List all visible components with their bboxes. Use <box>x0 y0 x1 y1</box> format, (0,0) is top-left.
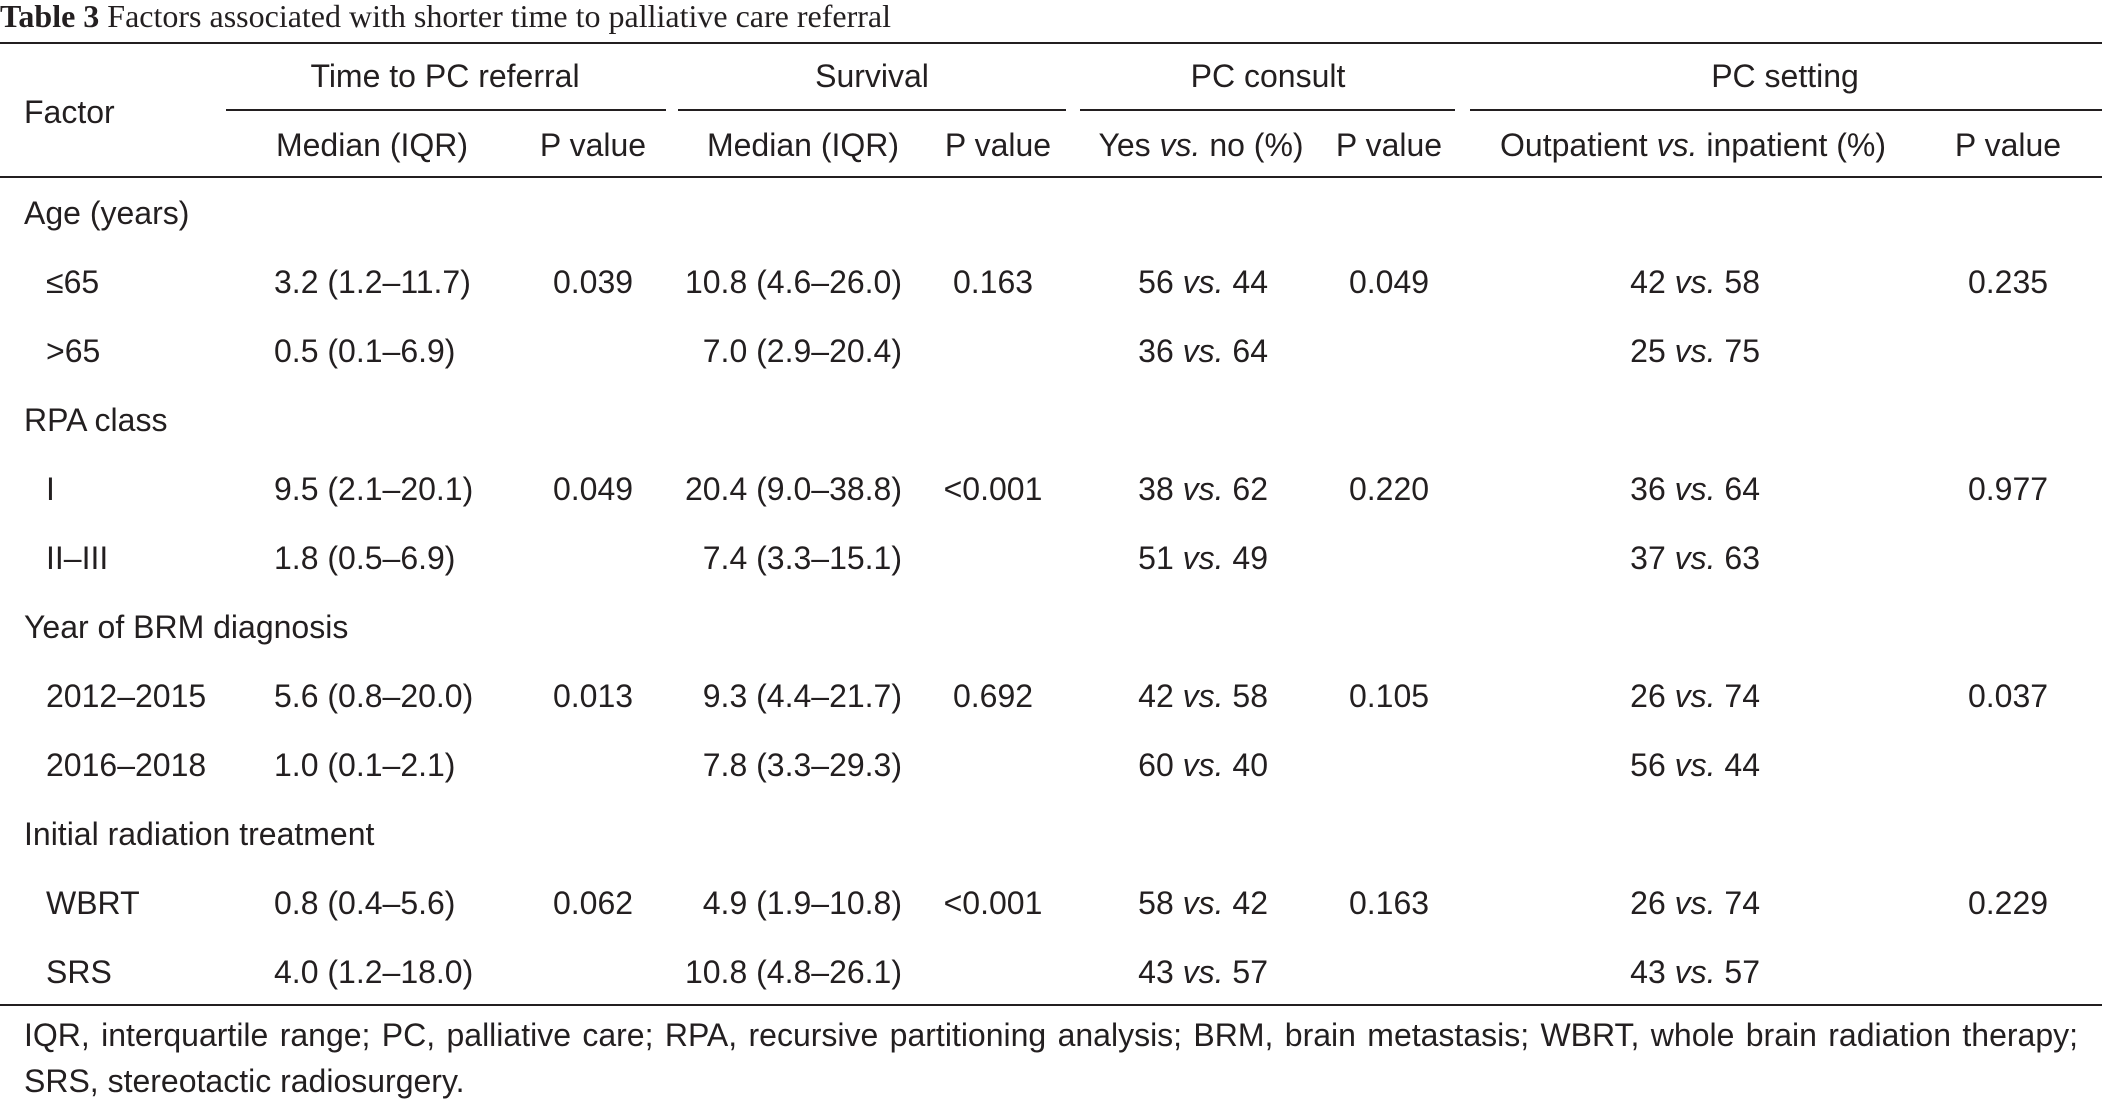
consult-p-value: 0.105 <box>1348 678 1430 714</box>
consult-p-value: 0.220 <box>1348 471 1430 507</box>
row-factor: ≤65 <box>46 264 100 300</box>
consult-yes-vs-no: 38 vs. 62 <box>1138 471 1268 507</box>
consult-yes-vs-no: 36 vs. 64 <box>1138 333 1268 369</box>
pc-time-median: 4.0 (1.2–18.0) <box>274 954 474 990</box>
caption-label: Table 3 <box>0 0 100 34</box>
row-factor: II–III <box>46 540 109 576</box>
survival-median: 10.8 (4.8–26.1) <box>684 954 902 990</box>
group-label: Year of BRM diagnosis <box>24 609 349 645</box>
table-footnote: IQR, interquartile range; PC, palliative… <box>24 1017 2078 1099</box>
setting-out-vs-in: 43 vs. 57 <box>1630 954 1760 990</box>
group-underline-survival <box>678 109 1066 111</box>
consult-yes-vs-no: 58 vs. 42 <box>1138 885 1268 921</box>
subheader-median-iqr-1: Median (IQR) <box>275 127 469 163</box>
pc-time-median: 3.2 (1.2–11.7) <box>274 264 471 300</box>
consult-yes-vs-no: 42 vs. 58 <box>1138 678 1268 714</box>
group-label: RPA class <box>24 402 168 438</box>
table-top-rule <box>0 42 2102 44</box>
survival-median: 7.8 (3.3–29.3) <box>702 747 902 783</box>
pc-time-p-value: 0.049 <box>552 471 634 507</box>
setting-p-value: 0.977 <box>1967 471 2049 507</box>
pc-time-median: 1.8 (0.5–6.9) <box>274 540 456 576</box>
row-factor: 2012–2015 <box>46 678 207 714</box>
survival-p-value: <0.001 <box>943 885 1043 921</box>
survival-median: 9.3 (4.4–21.7) <box>702 678 902 714</box>
group-underline-setting <box>1470 109 2102 111</box>
row-factor: >65 <box>46 333 101 369</box>
survival-median: 7.4 (3.3–15.1) <box>702 540 902 576</box>
subheader-p-value-3: P value <box>1335 127 1443 163</box>
table-bottom-rule <box>0 1004 2102 1006</box>
setting-out-vs-in: 25 vs. 75 <box>1630 333 1760 369</box>
pc-time-median: 9.5 (2.1–20.1) <box>274 471 474 507</box>
subheader-median-iqr-2: Median (IQR) <box>706 127 900 163</box>
consult-p-value: 0.163 <box>1348 885 1430 921</box>
consult-yes-vs-no: 43 vs. 57 <box>1138 954 1268 990</box>
pc-time-p-value: 0.013 <box>552 678 634 714</box>
subheader-p-value-2: P value <box>944 127 1052 163</box>
table-caption: Table 3 Factors associated with shorter … <box>0 0 891 36</box>
setting-p-value: 0.229 <box>1967 885 2049 921</box>
pc-time-median: 0.8 (0.4–5.6) <box>274 885 456 921</box>
consult-yes-vs-no: 51 vs. 49 <box>1138 540 1268 576</box>
pc-time-median: 1.0 (0.1–2.1) <box>274 747 456 783</box>
row-factor: I <box>46 471 55 507</box>
subheader-p-value-1: P value <box>539 127 647 163</box>
consult-yes-vs-no: 60 vs. 40 <box>1138 747 1268 783</box>
subheader-p-value-4: P value <box>1954 127 2062 163</box>
header-bottom-rule <box>0 176 2102 178</box>
setting-out-vs-in: 56 vs. 44 <box>1630 747 1760 783</box>
consult-p-value: 0.049 <box>1348 264 1430 300</box>
group-label: Initial radiation treatment <box>24 816 375 852</box>
survival-median: 4.9 (1.9–10.8) <box>702 885 902 921</box>
row-factor: WBRT <box>46 885 140 921</box>
setting-out-vs-in: 42 vs. 58 <box>1630 264 1760 300</box>
survival-p-value: <0.001 <box>943 471 1043 507</box>
group-label: Age (years) <box>24 195 190 231</box>
setting-out-vs-in: 36 vs. 64 <box>1630 471 1760 507</box>
group-header-pc-setting: PC setting <box>1711 58 1859 94</box>
survival-median: 20.4 (9.0–38.8) <box>684 471 902 507</box>
group-header-time-to-pc-referral: Time to PC referral <box>310 58 580 94</box>
setting-p-value: 0.037 <box>1967 678 2049 714</box>
group-underline-consult <box>1080 109 1455 111</box>
pc-time-median: 0.5 (0.1–6.9) <box>274 333 456 369</box>
setting-out-vs-in: 26 vs. 74 <box>1630 678 1760 714</box>
setting-out-vs-in: 37 vs. 63 <box>1630 540 1760 576</box>
group-header-survival: Survival <box>815 58 929 94</box>
group-underline-time <box>226 109 666 111</box>
pc-time-median: 5.6 (0.8–20.0) <box>274 678 474 714</box>
survival-p-value: 0.692 <box>952 678 1034 714</box>
pc-time-p-value: 0.039 <box>552 264 634 300</box>
setting-p-value: 0.235 <box>1967 264 2049 300</box>
consult-yes-vs-no: 56 vs. 44 <box>1138 264 1268 300</box>
pc-time-p-value: 0.062 <box>552 885 634 921</box>
subheader-outpatient-vs-inpatient: Outpatient vs. inpatient (%) <box>1500 127 1886 163</box>
group-header-pc-consult: PC consult <box>1190 58 1346 94</box>
survival-p-value: 0.163 <box>952 264 1034 300</box>
subheader-consult-yes-vs-no: Yes vs. no (%) <box>1098 127 1304 163</box>
caption-title: Factors associated with shorter time to … <box>107 0 891 34</box>
survival-median: 10.8 (4.6–26.0) <box>684 264 902 300</box>
row-factor: SRS <box>46 954 112 990</box>
setting-out-vs-in: 26 vs. 74 <box>1630 885 1760 921</box>
header-factor: Factor <box>24 94 115 130</box>
row-factor: 2016–2018 <box>46 747 207 783</box>
survival-median: 7.0 (2.9–20.4) <box>702 333 902 369</box>
